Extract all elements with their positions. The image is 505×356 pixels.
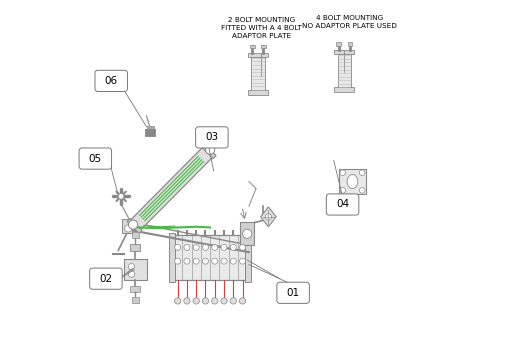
FancyBboxPatch shape — [326, 194, 359, 215]
Circle shape — [125, 225, 132, 232]
Circle shape — [230, 258, 236, 264]
Circle shape — [128, 220, 138, 229]
Text: 06: 06 — [105, 76, 118, 86]
Circle shape — [206, 145, 215, 155]
Polygon shape — [127, 219, 142, 234]
Bar — [122, 219, 132, 233]
Circle shape — [230, 298, 236, 304]
Bar — [146, 126, 154, 129]
Bar — [336, 42, 341, 46]
FancyBboxPatch shape — [90, 268, 122, 289]
Circle shape — [203, 258, 209, 264]
FancyBboxPatch shape — [79, 148, 112, 169]
Circle shape — [265, 214, 272, 220]
Bar — [248, 90, 268, 95]
Circle shape — [239, 258, 245, 264]
Text: 02: 02 — [99, 274, 113, 284]
Circle shape — [193, 244, 199, 250]
Bar — [240, 222, 254, 245]
Circle shape — [221, 298, 227, 304]
Circle shape — [184, 298, 190, 304]
Polygon shape — [128, 145, 215, 232]
Text: 2 BOLT MOUNTING
FITTED WITH A 4 BOLT
ADAPTOR PLATE: 2 BOLT MOUNTING FITTED WITH A 4 BOLT ADA… — [221, 17, 301, 39]
FancyBboxPatch shape — [95, 70, 127, 91]
Text: 05: 05 — [89, 153, 102, 163]
Circle shape — [360, 188, 365, 193]
Bar — [261, 45, 266, 48]
Bar — [130, 245, 140, 251]
Bar — [170, 233, 175, 282]
Circle shape — [128, 263, 135, 270]
Circle shape — [128, 271, 135, 277]
Polygon shape — [261, 207, 276, 227]
Circle shape — [118, 194, 124, 199]
Circle shape — [184, 258, 190, 264]
Bar — [249, 45, 255, 48]
Polygon shape — [201, 144, 216, 159]
Circle shape — [221, 258, 227, 264]
Bar — [334, 87, 354, 92]
Circle shape — [193, 258, 199, 264]
Circle shape — [212, 244, 218, 250]
Bar — [338, 54, 351, 88]
Bar — [245, 233, 251, 282]
Circle shape — [203, 244, 209, 250]
Circle shape — [212, 298, 218, 304]
Circle shape — [193, 298, 199, 304]
Bar — [339, 169, 366, 194]
Bar — [347, 42, 352, 46]
Circle shape — [203, 298, 209, 304]
Circle shape — [212, 258, 218, 264]
Bar — [173, 235, 247, 281]
Circle shape — [230, 244, 236, 250]
Circle shape — [360, 170, 365, 176]
Bar — [251, 57, 265, 90]
Bar — [131, 232, 138, 238]
Circle shape — [340, 170, 345, 176]
Circle shape — [340, 188, 345, 193]
Circle shape — [184, 244, 190, 250]
Text: 04: 04 — [336, 199, 349, 209]
Circle shape — [242, 229, 252, 239]
Text: 03: 03 — [206, 132, 219, 142]
Bar — [145, 129, 155, 136]
Circle shape — [221, 244, 227, 250]
Ellipse shape — [347, 174, 358, 189]
Bar — [334, 50, 354, 54]
Circle shape — [239, 298, 246, 304]
Circle shape — [175, 244, 181, 250]
Bar — [131, 297, 138, 303]
FancyBboxPatch shape — [195, 127, 228, 148]
Bar — [130, 286, 140, 292]
Text: 01: 01 — [286, 288, 299, 298]
Circle shape — [239, 244, 245, 250]
FancyBboxPatch shape — [277, 282, 310, 303]
Circle shape — [175, 258, 181, 264]
Circle shape — [175, 298, 181, 304]
Bar — [124, 259, 146, 281]
Text: 4 BOLT MOUNTING
NO ADAPTOR PLATE USED: 4 BOLT MOUNTING NO ADAPTOR PLATE USED — [302, 15, 397, 28]
Bar — [248, 53, 268, 57]
